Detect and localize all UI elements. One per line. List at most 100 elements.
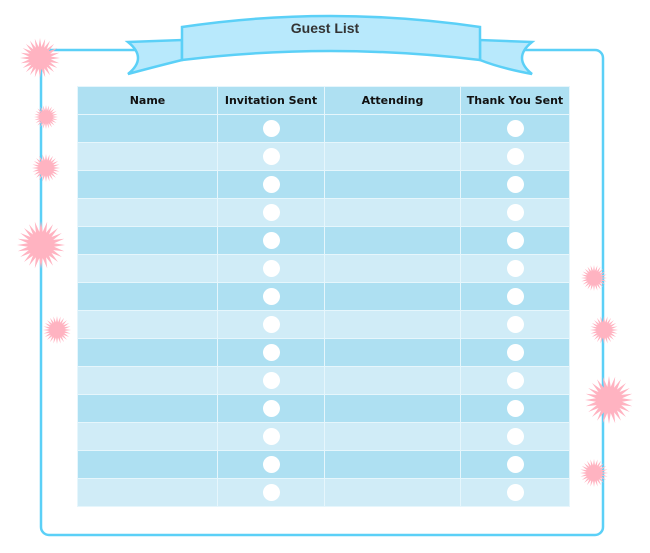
circle-checkbox[interactable] — [506, 371, 524, 389]
thank-you-sent-cell[interactable] — [460, 170, 570, 199]
attending-cell[interactable] — [324, 422, 461, 451]
attending-cell[interactable] — [324, 226, 461, 255]
name-cell[interactable] — [77, 422, 218, 451]
attending-cell[interactable] — [324, 338, 461, 367]
name-cell[interactable] — [77, 366, 218, 395]
invitation-sent-cell[interactable] — [217, 478, 325, 507]
thank-you-sent-cell[interactable] — [460, 394, 570, 423]
circle-checkbox[interactable] — [506, 343, 524, 361]
thank-you-sent-cell[interactable] — [460, 226, 570, 255]
table-row — [77, 422, 570, 451]
thank-you-sent-cell[interactable] — [460, 114, 570, 143]
name-cell[interactable] — [77, 142, 218, 171]
name-cell[interactable] — [77, 282, 218, 311]
circle-checkbox[interactable] — [262, 427, 280, 445]
guest-list-table: Name Invitation Sent Attending Thank You… — [77, 86, 570, 507]
circle-checkbox[interactable] — [262, 175, 280, 193]
invitation-sent-cell[interactable] — [217, 366, 325, 395]
thank-you-sent-cell[interactable] — [460, 338, 570, 367]
attending-cell[interactable] — [324, 394, 461, 423]
circle-checkbox[interactable] — [506, 231, 524, 249]
starburst-icon — [32, 154, 60, 182]
thank-you-sent-cell[interactable] — [460, 366, 570, 395]
invitation-sent-cell[interactable] — [217, 450, 325, 479]
circle-checkbox[interactable] — [262, 119, 280, 137]
table-row — [77, 282, 570, 311]
attending-cell[interactable] — [324, 198, 461, 227]
invitation-sent-cell[interactable] — [217, 338, 325, 367]
name-cell[interactable] — [77, 310, 218, 339]
table-row — [77, 338, 570, 367]
table-row — [77, 366, 570, 395]
invitation-sent-cell[interactable] — [217, 282, 325, 311]
thank-you-sent-cell[interactable] — [460, 198, 570, 227]
invitation-sent-cell[interactable] — [217, 142, 325, 171]
name-cell[interactable] — [77, 450, 218, 479]
starburst-icon — [585, 376, 633, 424]
thank-you-sent-cell[interactable] — [460, 142, 570, 171]
name-cell[interactable] — [77, 198, 218, 227]
starburst-icon — [34, 105, 58, 129]
table-row — [77, 450, 570, 479]
attending-cell[interactable] — [324, 170, 461, 199]
circle-checkbox[interactable] — [262, 259, 280, 277]
circle-checkbox[interactable] — [262, 343, 280, 361]
attending-cell[interactable] — [324, 282, 461, 311]
circle-checkbox[interactable] — [262, 203, 280, 221]
name-cell[interactable] — [77, 170, 218, 199]
thank-you-sent-cell[interactable] — [460, 450, 570, 479]
invitation-sent-cell[interactable] — [217, 114, 325, 143]
circle-checkbox[interactable] — [262, 399, 280, 417]
invitation-sent-cell[interactable] — [217, 226, 325, 255]
circle-checkbox[interactable] — [262, 371, 280, 389]
column-header-thank-you-sent: Thank You Sent — [460, 86, 570, 115]
invitation-sent-cell[interactable] — [217, 422, 325, 451]
circle-checkbox[interactable] — [506, 203, 524, 221]
circle-checkbox[interactable] — [262, 287, 280, 305]
name-cell[interactable] — [77, 254, 218, 283]
page-title: Guest List — [290, 20, 360, 36]
thank-you-sent-cell[interactable] — [460, 422, 570, 451]
circle-checkbox[interactable] — [506, 119, 524, 137]
circle-checkbox[interactable] — [506, 399, 524, 417]
thank-you-sent-cell[interactable] — [460, 310, 570, 339]
circle-checkbox[interactable] — [262, 147, 280, 165]
attending-cell[interactable] — [324, 310, 461, 339]
circle-checkbox[interactable] — [506, 259, 524, 277]
attending-cell[interactable] — [324, 450, 461, 479]
name-cell[interactable] — [77, 338, 218, 367]
circle-checkbox[interactable] — [262, 315, 280, 333]
circle-checkbox[interactable] — [262, 483, 280, 501]
table-row — [77, 254, 570, 283]
invitation-sent-cell[interactable] — [217, 254, 325, 283]
column-header-name: Name — [77, 86, 218, 115]
attending-cell[interactable] — [324, 478, 461, 507]
circle-checkbox[interactable] — [506, 175, 524, 193]
attending-cell[interactable] — [324, 254, 461, 283]
thank-you-sent-cell[interactable] — [460, 478, 570, 507]
circle-checkbox[interactable] — [506, 315, 524, 333]
circle-checkbox[interactable] — [506, 147, 524, 165]
circle-checkbox[interactable] — [506, 427, 524, 445]
circle-checkbox[interactable] — [262, 455, 280, 473]
circle-checkbox[interactable] — [506, 483, 524, 501]
thank-you-sent-cell[interactable] — [460, 254, 570, 283]
name-cell[interactable] — [77, 394, 218, 423]
thank-you-sent-cell[interactable] — [460, 282, 570, 311]
circle-checkbox[interactable] — [506, 455, 524, 473]
invitation-sent-cell[interactable] — [217, 198, 325, 227]
name-cell[interactable] — [77, 114, 218, 143]
invitation-sent-cell[interactable] — [217, 170, 325, 199]
table-row — [77, 226, 570, 255]
invitation-sent-cell[interactable] — [217, 394, 325, 423]
attending-cell[interactable] — [324, 366, 461, 395]
invitation-sent-cell[interactable] — [217, 310, 325, 339]
table-row — [77, 170, 570, 199]
starburst-icon — [17, 221, 65, 269]
circle-checkbox[interactable] — [506, 287, 524, 305]
attending-cell[interactable] — [324, 114, 461, 143]
circle-checkbox[interactable] — [262, 231, 280, 249]
attending-cell[interactable] — [324, 142, 461, 171]
name-cell[interactable] — [77, 478, 218, 507]
name-cell[interactable] — [77, 226, 218, 255]
